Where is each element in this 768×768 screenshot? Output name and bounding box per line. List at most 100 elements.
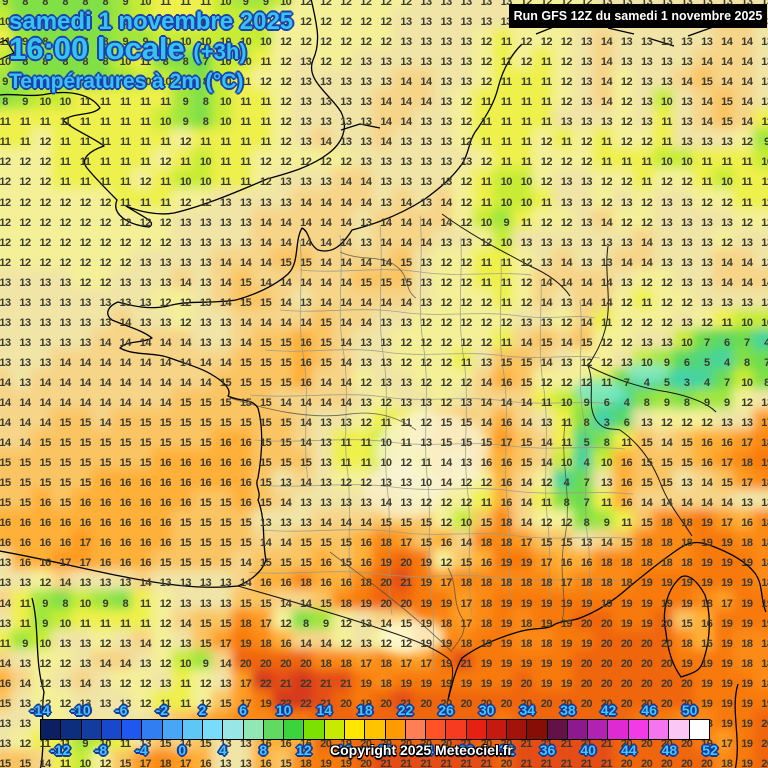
temp-value: 12 bbox=[620, 336, 633, 349]
temp-value: 13 bbox=[119, 276, 132, 289]
coast-normandy bbox=[235, 198, 426, 301]
temp-value: 16 bbox=[119, 537, 132, 550]
temp-value: 13 bbox=[119, 296, 132, 309]
temp-value: 18 bbox=[239, 617, 252, 630]
temp-value: 18 bbox=[741, 657, 753, 670]
temp-value: 15 bbox=[260, 437, 272, 450]
temp-value: 14 bbox=[159, 336, 172, 349]
temp-value: 11 bbox=[39, 737, 51, 750]
temp-value: 18 bbox=[380, 537, 392, 550]
temp-value: 20 bbox=[640, 637, 653, 650]
temp-value: 20 bbox=[580, 617, 593, 630]
scale-swatch bbox=[40, 719, 62, 740]
temp-value: 12 bbox=[640, 276, 653, 289]
temp-value: 13 bbox=[560, 356, 573, 369]
temp-value: 12 bbox=[600, 356, 613, 369]
temp-value: 17 bbox=[741, 437, 753, 450]
temp-value: 15 bbox=[119, 417, 132, 430]
temp-value: 13 bbox=[179, 236, 192, 249]
temp-value: 18 bbox=[540, 577, 553, 590]
temp-value: 18 bbox=[761, 557, 768, 570]
temp-value: 15 bbox=[520, 437, 533, 450]
temp-value: 16 bbox=[701, 437, 713, 450]
temp-value: 11 bbox=[641, 156, 652, 169]
scale-label: -14 bbox=[29, 702, 51, 718]
scale-swatch bbox=[284, 719, 305, 740]
temp-value: 12 bbox=[420, 417, 432, 430]
temp-value: 12 bbox=[159, 156, 172, 169]
temp-value: 13 bbox=[139, 276, 152, 289]
temp-value: 21 bbox=[320, 677, 332, 690]
temp-value: 16 bbox=[580, 557, 593, 570]
temp-value: 13 bbox=[219, 757, 232, 768]
temp-value: 14 bbox=[99, 657, 112, 670]
temp-value: 17 bbox=[741, 477, 753, 490]
temp-value: 11 bbox=[0, 637, 11, 650]
temp-value: 14 bbox=[741, 276, 753, 289]
temp-value: 18 bbox=[681, 637, 693, 650]
temp-value: 16 bbox=[280, 737, 292, 750]
temp-value: 19 bbox=[661, 577, 673, 590]
temp-value: 12 bbox=[260, 76, 272, 89]
temp-value: 11 bbox=[641, 296, 652, 309]
temp-value: 15 bbox=[420, 537, 432, 550]
temp-value: 11 bbox=[520, 96, 532, 109]
temp-value: 21 bbox=[580, 757, 593, 768]
temp-value: 16 bbox=[360, 537, 372, 550]
temp-value: 14 bbox=[360, 196, 372, 209]
temp-value: 17 bbox=[721, 457, 733, 470]
temp-value: 11 bbox=[761, 196, 768, 209]
temp-value: 15 bbox=[19, 757, 31, 768]
temp-value: 12 bbox=[19, 156, 31, 169]
scale-swatch bbox=[426, 719, 447, 740]
temp-value: 13 bbox=[620, 356, 633, 369]
scale-swatch bbox=[608, 719, 629, 740]
temp-value: 11 bbox=[601, 156, 612, 169]
temp-value: 12 bbox=[681, 417, 693, 430]
temp-value: 14 bbox=[400, 216, 412, 229]
temp-value: 15 bbox=[239, 376, 252, 389]
copyright-label: Copyright 2025 Meteociel.fr bbox=[330, 742, 513, 758]
scale-label: 48 bbox=[661, 742, 678, 758]
temp-value: 13 bbox=[0, 296, 11, 309]
temp-value: 14 bbox=[159, 376, 172, 389]
temp-value: 11 bbox=[360, 457, 372, 470]
temp-value: 19 bbox=[721, 697, 733, 710]
scale-label: 50 bbox=[681, 702, 698, 718]
temp-value: 13 bbox=[99, 296, 112, 309]
temp-value: 14 bbox=[0, 597, 11, 610]
temp-value: 15 bbox=[480, 437, 493, 450]
temp-value: 19 bbox=[480, 657, 493, 670]
temp-value: 9 bbox=[102, 597, 109, 610]
temp-value: 20 bbox=[500, 697, 513, 710]
temp-value: 14 bbox=[0, 657, 11, 670]
temp-value: 13 bbox=[440, 16, 452, 29]
temp-value: 14 bbox=[500, 397, 513, 409]
temp-value: 13 bbox=[460, 397, 473, 409]
temp-value: 14 bbox=[79, 677, 92, 690]
temp-value: 15 bbox=[59, 457, 72, 470]
temp-value: 13 bbox=[681, 216, 693, 229]
temp-value: 10 bbox=[219, 76, 232, 89]
temp-value: 19 bbox=[761, 697, 768, 710]
temp-value: 12 bbox=[620, 136, 633, 149]
temp-value: 13 bbox=[420, 437, 432, 450]
temp-value: 14 bbox=[440, 457, 452, 470]
temp-value: 15 bbox=[199, 617, 212, 630]
temp-value: 10 bbox=[520, 176, 533, 189]
coast-corsica bbox=[663, 575, 710, 678]
temp-value: 14 bbox=[0, 437, 11, 450]
temp-value: 19 bbox=[500, 637, 513, 650]
temp-value: 14 bbox=[39, 397, 51, 409]
temp-value: 20 bbox=[400, 557, 412, 570]
temp-value: 18 bbox=[159, 757, 172, 768]
temp-value: 12 bbox=[360, 376, 372, 389]
temp-value: 21 bbox=[320, 697, 332, 710]
temp-value: 4 bbox=[703, 376, 710, 389]
temp-value: 11 bbox=[541, 56, 552, 69]
header-parameter: Températures à 2m (°C) bbox=[9, 70, 244, 93]
temp-value: 18 bbox=[300, 577, 312, 590]
temp-value: 10 bbox=[761, 316, 768, 329]
temp-value: 13 bbox=[219, 597, 232, 610]
temp-value: 15 bbox=[199, 497, 212, 510]
